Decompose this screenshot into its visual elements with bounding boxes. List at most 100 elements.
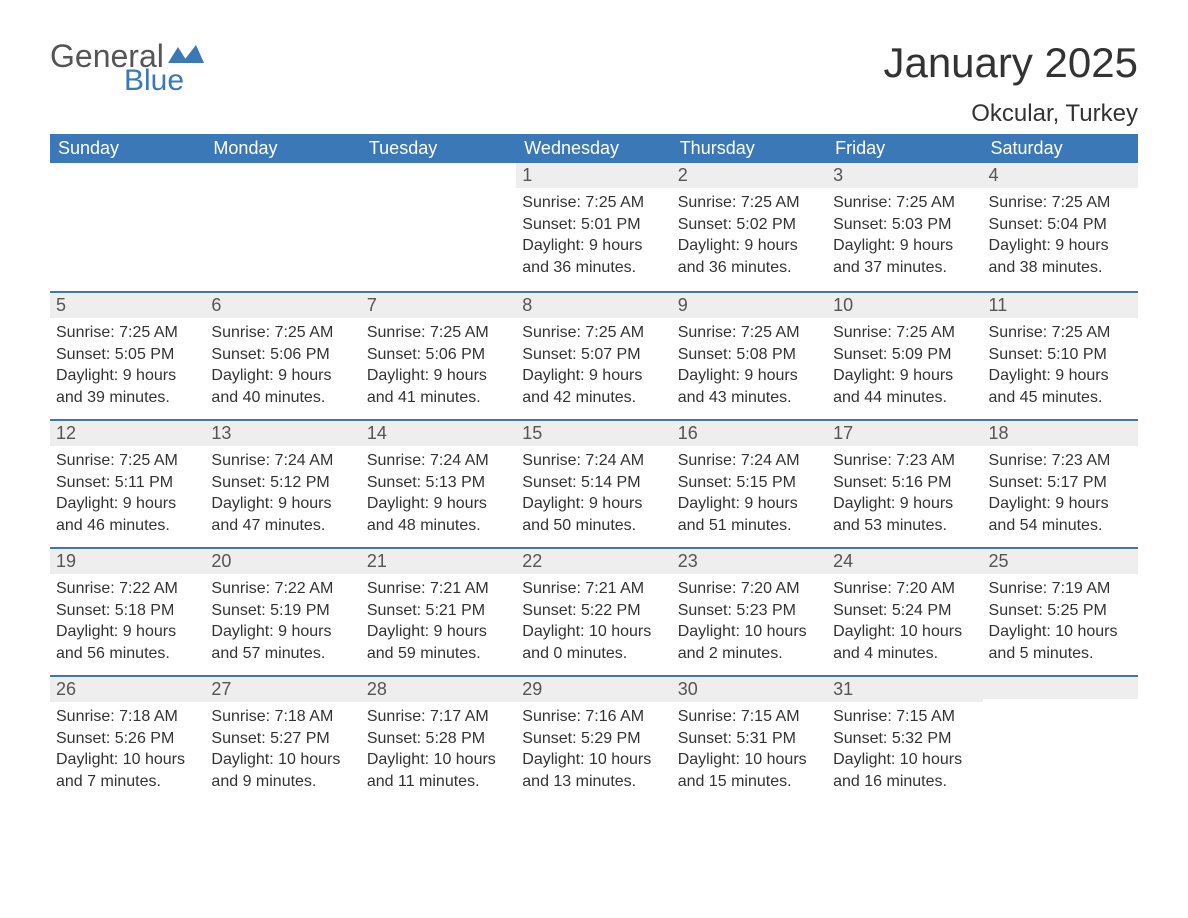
page-title: January 2025: [883, 40, 1138, 86]
day-details: Sunrise: 7:25 AMSunset: 5:06 PMDaylight:…: [205, 318, 360, 414]
sunset-text: Sunset: 5:23 PM: [678, 600, 821, 622]
daylight-text: Daylight: 9 hours and 46 minutes.: [56, 493, 199, 536]
sunset-text: Sunset: 5:15 PM: [678, 472, 821, 494]
sunset-text: Sunset: 5:19 PM: [211, 600, 354, 622]
sunrise-text: Sunrise: 7:19 AM: [989, 578, 1132, 600]
day-details: Sunrise: 7:17 AMSunset: 5:28 PMDaylight:…: [361, 702, 516, 798]
day-header: Monday: [205, 134, 360, 163]
daylight-text: Daylight: 9 hours and 54 minutes.: [989, 493, 1132, 536]
sunrise-text: Sunrise: 7:25 AM: [56, 322, 199, 344]
calendar-cell: 7Sunrise: 7:25 AMSunset: 5:06 PMDaylight…: [361, 291, 516, 419]
day-number: 18: [983, 419, 1138, 446]
day-details: Sunrise: 7:20 AMSunset: 5:24 PMDaylight:…: [827, 574, 982, 670]
day-details: Sunrise: 7:23 AMSunset: 5:17 PMDaylight:…: [983, 446, 1138, 542]
logo: General Blue: [50, 40, 204, 96]
calendar-cell: [50, 163, 205, 291]
day-number: 31: [827, 675, 982, 702]
daylight-text: Daylight: 10 hours and 9 minutes.: [211, 749, 354, 792]
day-details: Sunrise: 7:15 AMSunset: 5:32 PMDaylight:…: [827, 702, 982, 798]
sunrise-text: Sunrise: 7:24 AM: [367, 450, 510, 472]
calendar-cell: [361, 163, 516, 291]
header: General Blue January 2025 Okcular, Turke…: [50, 40, 1138, 128]
day-number: 19: [50, 547, 205, 574]
sunrise-text: Sunrise: 7:18 AM: [56, 706, 199, 728]
sunset-text: Sunset: 5:26 PM: [56, 728, 199, 750]
daylight-text: Daylight: 10 hours and 16 minutes.: [833, 749, 976, 792]
day-details: Sunrise: 7:18 AMSunset: 5:26 PMDaylight:…: [50, 702, 205, 798]
calendar-cell: 21Sunrise: 7:21 AMSunset: 5:21 PMDayligh…: [361, 547, 516, 675]
sunset-text: Sunset: 5:22 PM: [522, 600, 665, 622]
daylight-text: Daylight: 9 hours and 48 minutes.: [367, 493, 510, 536]
daylight-text: Daylight: 9 hours and 41 minutes.: [367, 365, 510, 408]
sunrise-text: Sunrise: 7:16 AM: [522, 706, 665, 728]
calendar-cell: 1Sunrise: 7:25 AMSunset: 5:01 PMDaylight…: [516, 163, 671, 291]
calendar-table: SundayMondayTuesdayWednesdayThursdayFrid…: [50, 134, 1138, 803]
sunrise-text: Sunrise: 7:23 AM: [989, 450, 1132, 472]
sunset-text: Sunset: 5:29 PM: [522, 728, 665, 750]
daylight-text: Daylight: 9 hours and 40 minutes.: [211, 365, 354, 408]
sunset-text: Sunset: 5:16 PM: [833, 472, 976, 494]
sunrise-text: Sunrise: 7:25 AM: [833, 192, 976, 214]
daylight-text: Daylight: 9 hours and 47 minutes.: [211, 493, 354, 536]
sunset-text: Sunset: 5:11 PM: [56, 472, 199, 494]
calendar-cell: 22Sunrise: 7:21 AMSunset: 5:22 PMDayligh…: [516, 547, 671, 675]
day-header: Sunday: [50, 134, 205, 163]
day-details: Sunrise: 7:25 AMSunset: 5:04 PMDaylight:…: [983, 188, 1138, 284]
calendar-cell: 29Sunrise: 7:16 AMSunset: 5:29 PMDayligh…: [516, 675, 671, 803]
day-number: 29: [516, 675, 671, 702]
calendar-cell: 30Sunrise: 7:15 AMSunset: 5:31 PMDayligh…: [672, 675, 827, 803]
daylight-text: Daylight: 9 hours and 56 minutes.: [56, 621, 199, 664]
calendar-cell: 24Sunrise: 7:20 AMSunset: 5:24 PMDayligh…: [827, 547, 982, 675]
day-number: 5: [50, 291, 205, 318]
day-number: 4: [983, 163, 1138, 188]
calendar-cell: 20Sunrise: 7:22 AMSunset: 5:19 PMDayligh…: [205, 547, 360, 675]
sunset-text: Sunset: 5:27 PM: [211, 728, 354, 750]
daylight-text: Daylight: 9 hours and 53 minutes.: [833, 493, 976, 536]
sunset-text: Sunset: 5:12 PM: [211, 472, 354, 494]
calendar-cell: 28Sunrise: 7:17 AMSunset: 5:28 PMDayligh…: [361, 675, 516, 803]
day-details: Sunrise: 7:20 AMSunset: 5:23 PMDaylight:…: [672, 574, 827, 670]
calendar-cell: [983, 675, 1138, 803]
sunrise-text: Sunrise: 7:25 AM: [989, 322, 1132, 344]
sunset-text: Sunset: 5:17 PM: [989, 472, 1132, 494]
sunset-text: Sunset: 5:03 PM: [833, 214, 976, 236]
calendar-cell: 25Sunrise: 7:19 AMSunset: 5:25 PMDayligh…: [983, 547, 1138, 675]
sunrise-text: Sunrise: 7:24 AM: [211, 450, 354, 472]
sunset-text: Sunset: 5:06 PM: [367, 344, 510, 366]
day-number: 2: [672, 163, 827, 188]
sunrise-text: Sunrise: 7:15 AM: [678, 706, 821, 728]
day-details: Sunrise: 7:18 AMSunset: 5:27 PMDaylight:…: [205, 702, 360, 798]
calendar-cell: 31Sunrise: 7:15 AMSunset: 5:32 PMDayligh…: [827, 675, 982, 803]
day-header: Friday: [827, 134, 982, 163]
day-number: 14: [361, 419, 516, 446]
sunrise-text: Sunrise: 7:17 AM: [367, 706, 510, 728]
day-header: Wednesday: [516, 134, 671, 163]
sunset-text: Sunset: 5:02 PM: [678, 214, 821, 236]
calendar-cell: [205, 163, 360, 291]
calendar-week: 19Sunrise: 7:22 AMSunset: 5:18 PMDayligh…: [50, 547, 1138, 675]
daylight-text: Daylight: 9 hours and 42 minutes.: [522, 365, 665, 408]
location-label: Okcular, Turkey: [883, 100, 1138, 128]
calendar-cell: 19Sunrise: 7:22 AMSunset: 5:18 PMDayligh…: [50, 547, 205, 675]
daylight-text: Daylight: 10 hours and 2 minutes.: [678, 621, 821, 664]
sunset-text: Sunset: 5:05 PM: [56, 344, 199, 366]
day-number: 15: [516, 419, 671, 446]
day-details: Sunrise: 7:23 AMSunset: 5:16 PMDaylight:…: [827, 446, 982, 542]
day-number: 24: [827, 547, 982, 574]
daylight-text: Daylight: 9 hours and 50 minutes.: [522, 493, 665, 536]
sunset-text: Sunset: 5:25 PM: [989, 600, 1132, 622]
sunrise-text: Sunrise: 7:18 AM: [211, 706, 354, 728]
day-header: Thursday: [672, 134, 827, 163]
calendar-cell: 15Sunrise: 7:24 AMSunset: 5:14 PMDayligh…: [516, 419, 671, 547]
day-number: 17: [827, 419, 982, 446]
logo-word-blue: Blue: [124, 66, 204, 96]
sunrise-text: Sunrise: 7:24 AM: [522, 450, 665, 472]
day-details: Sunrise: 7:16 AMSunset: 5:29 PMDaylight:…: [516, 702, 671, 798]
sunrise-text: Sunrise: 7:21 AM: [367, 578, 510, 600]
sunrise-text: Sunrise: 7:25 AM: [211, 322, 354, 344]
calendar-cell: 12Sunrise: 7:25 AMSunset: 5:11 PMDayligh…: [50, 419, 205, 547]
day-details: Sunrise: 7:24 AMSunset: 5:15 PMDaylight:…: [672, 446, 827, 542]
day-details: Sunrise: 7:15 AMSunset: 5:31 PMDaylight:…: [672, 702, 827, 798]
calendar-cell: 5Sunrise: 7:25 AMSunset: 5:05 PMDaylight…: [50, 291, 205, 419]
calendar-cell: 14Sunrise: 7:24 AMSunset: 5:13 PMDayligh…: [361, 419, 516, 547]
